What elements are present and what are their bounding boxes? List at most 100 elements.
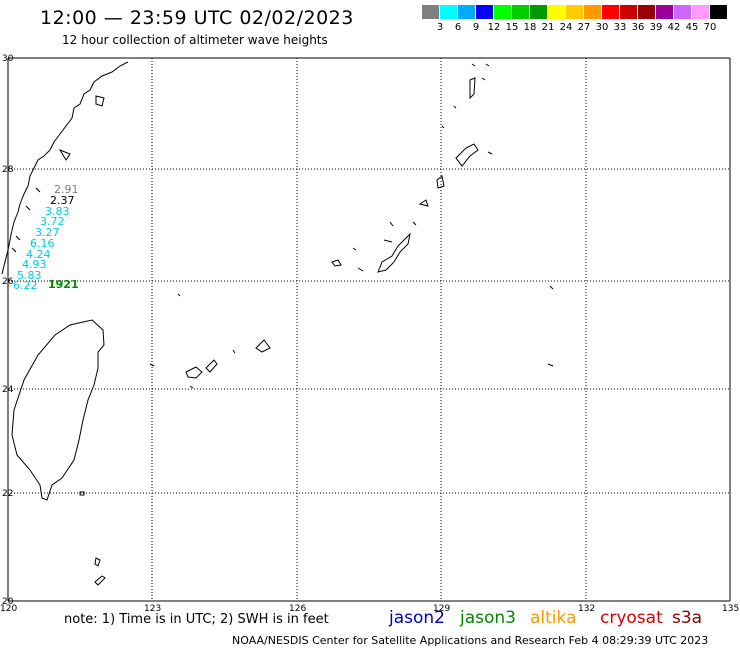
color-swatch: [692, 5, 709, 19]
color-swatch: [674, 5, 691, 19]
color-scale-label: 70: [703, 22, 717, 33]
color-scale-label: 12: [487, 22, 501, 33]
color-swatch: [458, 5, 475, 19]
island: [185, 366, 203, 379]
color-swatch: [512, 5, 529, 19]
latitude-label: 22: [2, 489, 13, 499]
island: [149, 363, 155, 367]
island: [418, 199, 429, 207]
page-title: 12:00 — 23:59 UTC 02/02/2023: [40, 7, 354, 29]
latitude-label: 20: [2, 597, 14, 607]
color-scale-label: 36: [631, 22, 645, 33]
color-scale-label: 24: [559, 22, 573, 33]
okinawa-coastline: [377, 232, 411, 273]
color-scale-label: 45: [685, 22, 699, 33]
island: [389, 221, 394, 227]
island: [205, 359, 218, 373]
island: [469, 77, 476, 100]
satellite-legend-item: s3a: [672, 608, 703, 628]
island: [485, 63, 490, 67]
color-swatch: [566, 5, 583, 19]
page-subtitle: 12 hour collection of altimeter wave hei…: [62, 33, 328, 47]
longitude-label: 120: [0, 604, 17, 614]
wave-height-observation: 2.91: [54, 183, 79, 196]
color-scale-label: 42: [667, 22, 681, 33]
wave-height-observation: 3.83: [45, 205, 70, 218]
color-swatch: [710, 5, 727, 19]
color-swatch: [494, 5, 511, 19]
color-scale-label: 33: [613, 22, 627, 33]
wave-height-observation: 2.37: [50, 194, 75, 207]
island: [471, 63, 476, 67]
color-swatch: [476, 5, 493, 19]
longitude-label: 129: [433, 604, 450, 614]
wave-height-observation: 3.72: [40, 215, 65, 228]
note-text: note: 1) Time is in UTC; 2) SWH is in fe…: [64, 612, 329, 627]
longitude-label: 135: [722, 604, 739, 614]
island: [455, 143, 479, 167]
color-swatch: [620, 5, 637, 19]
island: [436, 175, 445, 189]
color-swatch: [656, 5, 673, 19]
island: [487, 151, 493, 155]
island: [383, 239, 393, 243]
satellite-legend-item: cryosat: [600, 608, 663, 628]
latitude-label: 28: [2, 165, 14, 175]
island: [357, 267, 364, 272]
island: [441, 125, 445, 129]
island: [177, 293, 181, 297]
longitude-label: 126: [289, 604, 306, 614]
satellite-legend-item: jason2: [389, 608, 445, 628]
island: [481, 77, 486, 81]
satellite-legend-item: altika: [530, 608, 577, 628]
island: [79, 491, 85, 496]
latitude-label: 30: [2, 54, 14, 64]
color-swatch: [584, 5, 601, 19]
color-swatch: [422, 5, 439, 19]
island: [549, 285, 554, 290]
lat-lon-grid: [7, 57, 731, 602]
island: [232, 349, 236, 354]
china-coastline: [1, 61, 129, 275]
color-scale-label: 9: [472, 22, 480, 33]
longitude-label: 123: [144, 604, 161, 614]
latitude-label: 24: [2, 385, 14, 395]
coastline: [1, 61, 554, 586]
wave-height-observation: 5.83: [17, 269, 42, 282]
footer-credit: NOAA/NESDIS Center for Satellite Applica…: [232, 634, 709, 647]
island: [412, 221, 417, 226]
color-swatch: [548, 5, 565, 19]
color-scale-label: 27: [577, 22, 591, 33]
color-scale-label: 3: [436, 22, 444, 33]
island: [453, 105, 457, 109]
wave-height-observation: 4.24: [26, 248, 51, 261]
china-coast-islands: [11, 95, 105, 253]
island: [255, 339, 271, 353]
color-scale-label: 21: [541, 22, 555, 33]
color-scale-label: 39: [649, 22, 663, 33]
color-swatch: [530, 5, 547, 19]
island: [189, 385, 194, 389]
island: [94, 575, 106, 586]
island: [352, 247, 357, 251]
island: [547, 363, 554, 367]
color-scale-label: 15: [505, 22, 519, 33]
color-swatch: [638, 5, 655, 19]
color-scale-label: 30: [595, 22, 609, 33]
track-time-label: 1921: [48, 278, 79, 291]
color-swatch: [602, 5, 619, 19]
satellite-legend-item: jason3: [460, 608, 516, 628]
taiwan-coastline: [11, 319, 105, 501]
longitude-label: 132: [578, 604, 595, 614]
wave-height-observation: 4.93: [22, 258, 47, 271]
island: [331, 259, 342, 267]
island: [94, 557, 101, 567]
latitude-label: 26: [2, 277, 14, 287]
wave-height-observation: 6.22: [13, 279, 38, 292]
wave-height-observation: 6.16: [30, 237, 55, 250]
color-swatch: [440, 5, 457, 19]
color-scale-label: 18: [523, 22, 537, 33]
wave-height-observation: 3.27: [35, 226, 60, 239]
